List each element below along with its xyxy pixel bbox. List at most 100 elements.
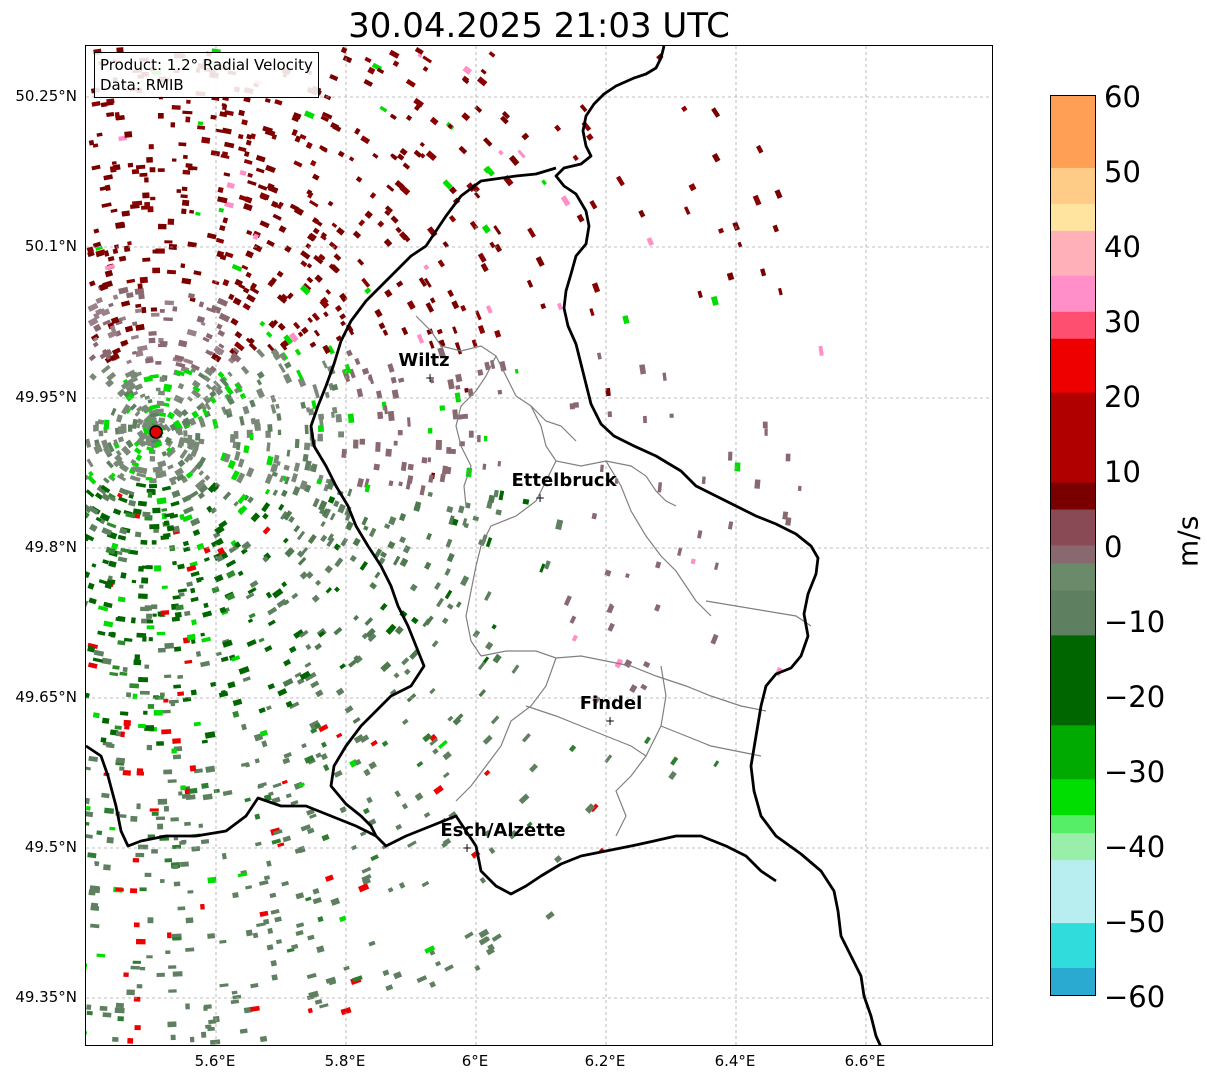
radar-echo-cell bbox=[163, 806, 170, 812]
radar-echo-cell bbox=[172, 408, 184, 419]
radar-echo-cell bbox=[86, 246, 94, 253]
radar-echo-cell bbox=[270, 960, 277, 967]
radar-echo-cell bbox=[177, 563, 185, 570]
radar-echo-cell bbox=[94, 492, 104, 500]
lat-label: 49.8°N bbox=[24, 538, 77, 556]
radar-echo-cell bbox=[266, 442, 271, 452]
radar-echo-cell bbox=[265, 164, 276, 174]
radar-echo-cell bbox=[183, 437, 190, 444]
radar-echo-cell bbox=[429, 297, 436, 304]
radar-echo-cell bbox=[206, 306, 217, 314]
radar-echo-cell bbox=[210, 540, 219, 548]
radar-echo-cell bbox=[429, 687, 436, 695]
radar-echo-cell bbox=[131, 168, 140, 175]
radar-echo-cell bbox=[86, 534, 90, 542]
radar-echo-cell bbox=[297, 377, 307, 388]
radar-echo-cell bbox=[489, 241, 496, 249]
radar-echo-cell bbox=[147, 399, 153, 404]
radar-echo-cell bbox=[108, 560, 117, 568]
radar-echo-cell bbox=[392, 60, 400, 68]
radar-echo-cell bbox=[109, 496, 116, 502]
radar-echo-cell bbox=[255, 167, 265, 174]
radar-echo-cell bbox=[398, 512, 407, 522]
radar-echo-cell bbox=[488, 846, 496, 855]
radar-echo-cell bbox=[264, 645, 273, 653]
radar-echo-cell bbox=[174, 467, 185, 477]
radar-echo-cell bbox=[280, 489, 288, 498]
radar-echo-cell bbox=[313, 254, 324, 265]
radar-echo-cell bbox=[436, 328, 443, 335]
radar-echo-cell bbox=[189, 561, 198, 568]
radar-echo-cell bbox=[426, 328, 434, 335]
radar-echo-cell bbox=[209, 390, 217, 398]
radar-echo-cell bbox=[511, 664, 520, 674]
colorbar-band bbox=[1051, 230, 1095, 277]
radar-echo-cell bbox=[185, 794, 196, 801]
radar-echo-cell bbox=[147, 917, 154, 924]
radar-echo-cell bbox=[267, 619, 276, 627]
radar-echo-cell bbox=[405, 78, 416, 88]
radar-echo-cell bbox=[418, 277, 428, 287]
radar-echo-cell bbox=[428, 474, 434, 483]
radar-echo-cell bbox=[441, 617, 449, 625]
radar-echo-cell bbox=[234, 382, 243, 393]
radar-echo-cell bbox=[187, 166, 194, 171]
radar-echo-cell bbox=[334, 557, 344, 568]
radar-echo-cell bbox=[245, 337, 252, 344]
radar-echo-cell bbox=[334, 586, 340, 593]
radar-echo-cell bbox=[211, 586, 220, 594]
radar-echo-cell bbox=[254, 813, 261, 820]
radar-echo-cell bbox=[774, 189, 783, 199]
radar-echo-cell bbox=[339, 313, 347, 320]
radar-echo-cell bbox=[517, 149, 526, 159]
radar-echo-cell bbox=[97, 630, 106, 636]
radar-echo-cell bbox=[434, 581, 442, 590]
radar-echo-cell bbox=[604, 754, 613, 764]
radar-echo-cell bbox=[134, 383, 143, 391]
radar-echo-cell bbox=[91, 101, 101, 107]
radar-echo-cell bbox=[124, 723, 130, 730]
radar-echo-cell bbox=[86, 810, 94, 818]
radar-echo-cell bbox=[387, 363, 395, 373]
colorbar-tick-label: −40 bbox=[1104, 830, 1166, 864]
radar-echo-cell bbox=[276, 460, 281, 466]
radar-echo-cell bbox=[163, 698, 169, 703]
colorbar-band bbox=[1051, 923, 1095, 969]
radar-echo-cell bbox=[161, 450, 168, 457]
radar-echo-cell bbox=[116, 474, 127, 482]
radar-echo-cell bbox=[150, 307, 158, 312]
radar-echo-cell bbox=[101, 527, 113, 536]
radar-echo-cell bbox=[245, 929, 253, 937]
radar-echo-cell bbox=[173, 394, 185, 404]
radar-echo-cell bbox=[217, 196, 228, 204]
radar-echo-cell bbox=[91, 164, 101, 171]
radar-echo-cell bbox=[127, 241, 132, 246]
radar-echo-cell bbox=[607, 411, 612, 418]
lon-label: 6.2°E bbox=[584, 1052, 626, 1070]
radar-echo-cell bbox=[124, 325, 134, 333]
radar-echo-cell bbox=[303, 442, 311, 451]
radar-echo-cell bbox=[137, 344, 148, 352]
radar-echo-cell bbox=[279, 475, 285, 483]
radar-echo-cell bbox=[136, 984, 143, 989]
radar-echo-cell bbox=[202, 793, 213, 801]
map-panel[interactable] bbox=[85, 45, 993, 1046]
radar-echo-cell bbox=[244, 797, 251, 803]
radar-echo-cell bbox=[760, 268, 767, 277]
radar-echo-cell bbox=[173, 646, 182, 652]
radar-echo-cell bbox=[265, 591, 273, 599]
radar-echo-cell bbox=[330, 411, 335, 418]
radar-echo-cell bbox=[274, 916, 282, 923]
radar-echo-cell bbox=[185, 471, 194, 479]
city-marker-icon: + bbox=[534, 491, 546, 505]
radar-echo-cell bbox=[376, 390, 383, 399]
radar-echo-cell bbox=[305, 643, 312, 651]
radar-echo-cell bbox=[368, 527, 377, 538]
radar-echo-cell bbox=[421, 457, 428, 464]
radar-echo-cell bbox=[554, 855, 563, 864]
colorbar-band bbox=[1051, 860, 1095, 924]
radar-echo-cell bbox=[272, 352, 282, 361]
city-marker-icon: + bbox=[424, 371, 436, 385]
radar-echo-cell bbox=[361, 367, 370, 375]
radar-echo-cell bbox=[296, 530, 306, 541]
